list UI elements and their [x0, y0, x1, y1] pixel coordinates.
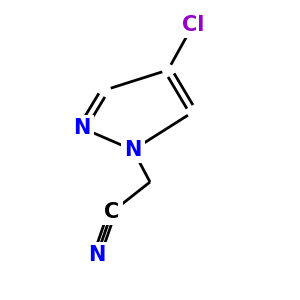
Text: N: N [88, 245, 106, 265]
Text: Cl: Cl [182, 15, 204, 35]
Text: N: N [124, 140, 142, 160]
Text: C: C [104, 202, 120, 222]
Text: N: N [73, 118, 91, 138]
